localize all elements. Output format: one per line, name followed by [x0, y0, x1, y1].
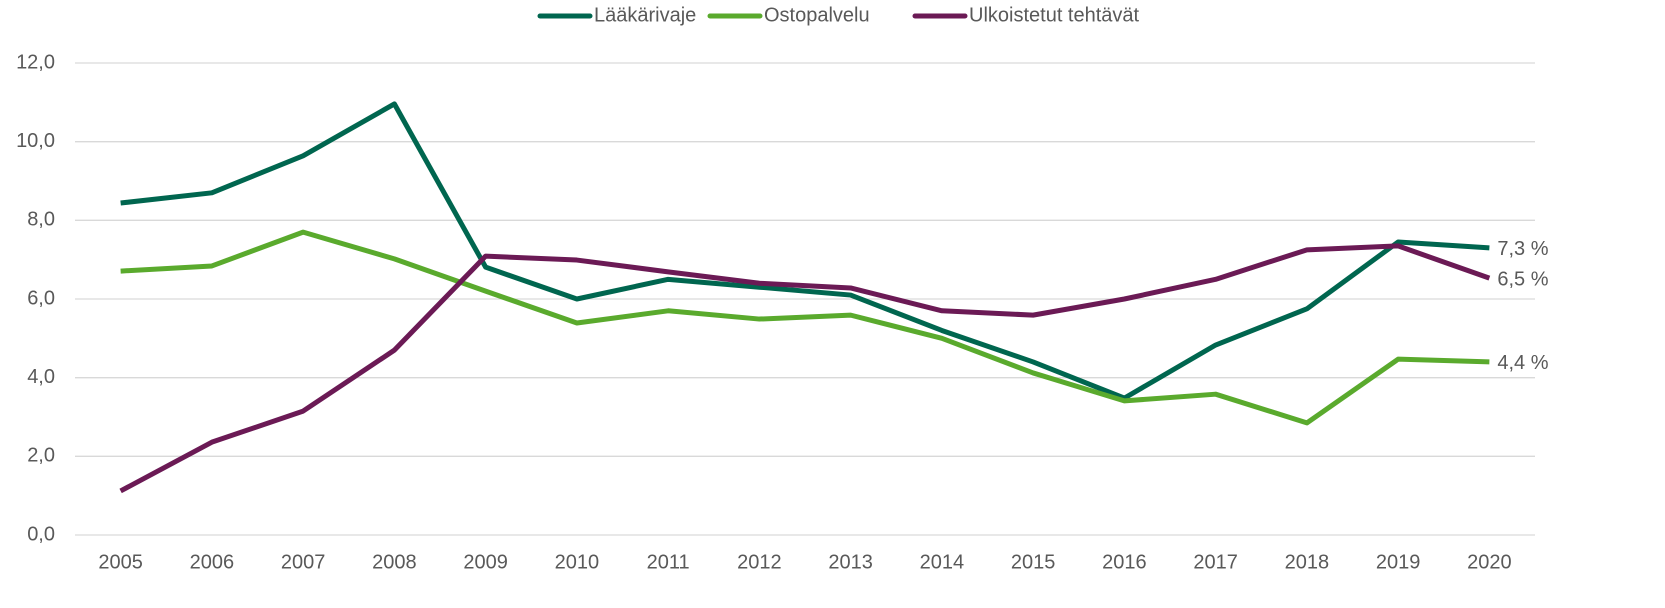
x-tick-label: 2008: [372, 551, 417, 573]
x-tick-label: 2006: [190, 551, 235, 573]
series-line: [119, 243, 1491, 494]
y-tick-label: 0,0: [27, 523, 55, 545]
data-label: 4,4 %: [1497, 352, 1548, 374]
x-tick-label: 2009: [463, 551, 508, 573]
series-line: [120, 229, 1490, 426]
x-tick-label: 2017: [1193, 551, 1238, 573]
data-label: 6,5 %: [1497, 268, 1548, 290]
x-tick-label: 2013: [828, 551, 873, 573]
x-tick-label: 2014: [920, 551, 965, 573]
y-tick-label: 2,0: [27, 445, 55, 467]
y-tick-label: 8,0: [27, 209, 55, 231]
legend-label: Lääkärivaje: [594, 4, 696, 26]
x-tick-label: 2020: [1467, 551, 1512, 573]
series-line: [120, 101, 1490, 401]
legend-label: Ulkoistetut tehtävät: [969, 4, 1140, 26]
x-tick-label: 2007: [281, 551, 326, 573]
x-tick-label: 2012: [737, 551, 782, 573]
x-tick-label: 2019: [1376, 551, 1421, 573]
x-tick-label: 2018: [1285, 551, 1330, 573]
y-tick-label: 12,0: [16, 51, 55, 73]
x-tick-label: 2005: [98, 551, 143, 573]
y-tick-label: 4,0: [27, 366, 55, 388]
x-tick-label: 2015: [1011, 551, 1056, 573]
x-tick-label: 2016: [1102, 551, 1147, 573]
x-tick-label: 2010: [555, 551, 600, 573]
data-label: 7,3 %: [1497, 238, 1548, 260]
x-tick-label: 2011: [647, 551, 690, 573]
y-tick-label: 6,0: [27, 287, 55, 309]
legend-label: Ostopalvelu: [764, 4, 870, 26]
y-tick-label: 10,0: [16, 130, 55, 152]
